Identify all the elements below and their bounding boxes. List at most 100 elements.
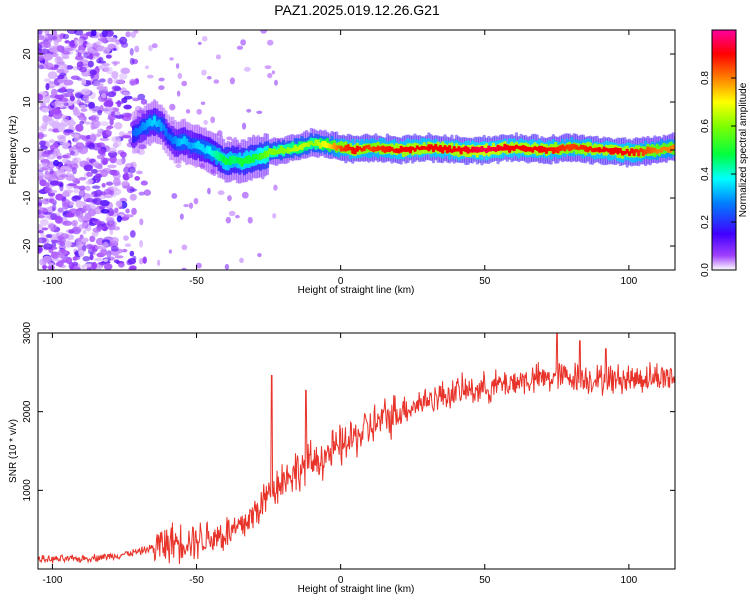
noise-blob — [38, 215, 45, 219]
noise-blob — [89, 235, 96, 243]
noise-blob — [267, 39, 274, 46]
y-tick-label: 0 — [22, 147, 33, 153]
x-tick-label: 100 — [621, 575, 638, 586]
noise-blob — [239, 257, 244, 263]
noise-blob — [86, 171, 93, 177]
noise-blob — [181, 80, 188, 87]
noise-blob — [193, 197, 199, 205]
noise-blob — [48, 198, 55, 203]
noise-blob — [105, 216, 115, 221]
noise-blob — [175, 163, 182, 169]
noise-blob — [82, 94, 90, 101]
noise-blob — [61, 258, 67, 264]
noise-blob — [99, 191, 107, 196]
noise-blob — [82, 244, 87, 252]
noise-blob — [46, 233, 53, 238]
noise-blob — [111, 85, 121, 91]
noise-blob — [78, 116, 84, 121]
noise-blob — [143, 189, 151, 196]
noise-blob — [247, 216, 253, 224]
noise-blob — [76, 201, 86, 207]
noise-blob — [98, 205, 106, 210]
noise-blob — [131, 207, 137, 216]
noise-blob — [121, 115, 132, 122]
noise-blob — [85, 197, 94, 203]
noise-blob — [105, 126, 112, 131]
noise-blob — [91, 185, 101, 189]
noise-blob — [98, 65, 104, 70]
colorbar-ticks: 0.0 0.2 0.4 0.6 0.8 — [700, 71, 736, 277]
noise-blob — [240, 39, 247, 46]
noise-blob — [113, 61, 118, 66]
noise-blob — [75, 237, 82, 244]
noise-blob — [69, 95, 75, 102]
noise-blob — [100, 92, 107, 99]
noise-blob — [107, 222, 116, 231]
x-tick-label: 0 — [338, 575, 344, 586]
spectrogram-y-ticks: -20 -10 0 10 20 — [22, 48, 675, 253]
noise-blob — [138, 191, 145, 196]
noise-blob — [227, 195, 232, 202]
colorbar-label: Normalized spectral amplitude — [738, 82, 749, 217]
noise-blob — [118, 79, 124, 84]
noise-blob — [39, 145, 48, 150]
noise-blob — [122, 184, 130, 190]
noise-blob — [66, 119, 76, 127]
noise-blob — [120, 67, 131, 75]
noise-blob — [47, 223, 57, 231]
noise-blob — [120, 151, 127, 158]
noise-blob — [147, 74, 154, 79]
noise-blob — [75, 210, 81, 217]
noise-blob — [142, 256, 147, 264]
noise-blob — [38, 30, 43, 35]
noise-blob — [54, 215, 63, 224]
noise-blob — [63, 129, 74, 133]
noise-blob — [117, 260, 125, 268]
noise-blob — [121, 248, 128, 253]
noise-blob — [236, 45, 244, 50]
noise-blob — [103, 258, 109, 262]
noise-blob — [246, 108, 252, 113]
noise-blob — [57, 126, 66, 132]
noise-blob — [179, 213, 184, 220]
noise-blob — [94, 245, 104, 250]
noise-blob — [82, 205, 88, 214]
noise-blob — [94, 257, 103, 262]
noise-blob — [114, 207, 119, 214]
noise-blob — [256, 110, 263, 114]
noise-blob — [61, 50, 71, 55]
noise-blob — [49, 180, 60, 186]
noise-blob — [176, 90, 181, 97]
noise-blob — [95, 83, 104, 87]
noise-blob — [84, 100, 90, 104]
noise-blob — [144, 65, 149, 70]
noise-blob — [129, 230, 136, 238]
noise-blob — [188, 202, 194, 209]
noise-blob — [124, 243, 132, 248]
noise-blob — [42, 174, 50, 178]
noise-blob — [59, 72, 67, 77]
noise-blob — [118, 72, 128, 80]
noise-blob — [197, 41, 202, 45]
noise-blob — [129, 265, 137, 270]
noise-blob — [84, 212, 92, 220]
x-tick-label: -100 — [42, 276, 62, 287]
noise-blob — [61, 55, 70, 60]
noise-blob — [48, 118, 55, 127]
noise-blob — [91, 123, 102, 128]
y-tick-label: 2000 — [22, 400, 33, 423]
x-tick-label: 100 — [621, 276, 638, 287]
noise-blob — [95, 237, 106, 246]
noise-blob — [129, 193, 137, 201]
noise-blob — [47, 71, 58, 80]
spectrogram-marks — [38, 30, 675, 270]
noise-blob — [177, 72, 183, 80]
noise-blob — [148, 44, 153, 52]
noise-blob — [91, 169, 98, 174]
noise-blob — [130, 31, 137, 38]
noise-blob — [48, 113, 54, 117]
snr-series-line — [38, 333, 675, 565]
noise-blob — [63, 92, 71, 97]
noise-blob — [51, 53, 60, 57]
noise-blob — [79, 104, 86, 109]
